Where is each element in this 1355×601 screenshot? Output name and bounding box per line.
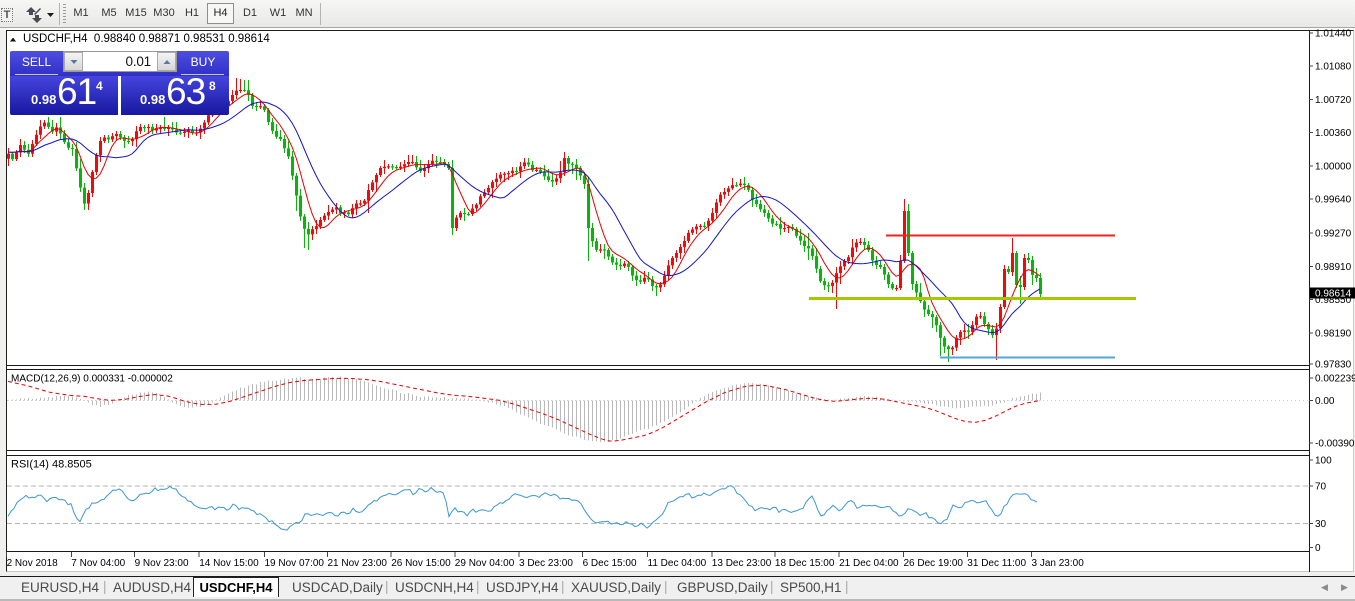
svg-text:1.00000: 1.00000 [1315,161,1352,172]
svg-text:0.97830: 0.97830 [1315,360,1352,371]
svg-text:13 Dec 23:00: 13 Dec 23:00 [712,558,772,569]
svg-text:26 Dec 19:00: 26 Dec 19:00 [904,558,964,569]
svg-text:26 Nov 15:00: 26 Nov 15:00 [391,558,451,569]
svg-text:3 Jan 23:00: 3 Jan 23:00 [1032,558,1085,569]
svg-text:100: 100 [1315,456,1332,467]
svg-text:9 Nov 23:00: 9 Nov 23:00 [135,558,189,569]
svg-text:0.98614: 0.98614 [1315,289,1352,300]
svg-text:3 Dec 23:00: 3 Dec 23:00 [519,558,573,569]
svg-text:30: 30 [1315,519,1327,530]
svg-text:1.00720: 1.00720 [1315,95,1352,106]
svg-text:1.00360: 1.00360 [1315,128,1352,139]
svg-text:0: 0 [1315,543,1321,554]
svg-text:0.99270: 0.99270 [1315,229,1352,240]
svg-text:7 Nov 04:00: 7 Nov 04:00 [71,558,125,569]
svg-text:19 Nov 07:00: 19 Nov 07:00 [265,558,325,569]
svg-text:0.00: 0.00 [1315,396,1335,407]
svg-text:RSI(14) 48.8505: RSI(14) 48.8505 [11,459,92,471]
svg-text:MACD(12,26,9) 0.000331 -0.0000: MACD(12,26,9) 0.000331 -0.000002 [11,374,173,385]
svg-text:0.002239: 0.002239 [1315,374,1355,385]
svg-text:29 Nov 04:00: 29 Nov 04:00 [455,558,515,569]
svg-text:0.98910: 0.98910 [1315,262,1352,273]
svg-text:21 Nov 23:00: 21 Nov 23:00 [328,558,388,569]
svg-text:31 Dec 11:00: 31 Dec 11:00 [967,558,1026,569]
svg-text:70: 70 [1315,482,1327,493]
svg-text:0.98550: 0.98550 [1315,295,1352,306]
svg-text:USDCHF,H4 0.98840 0.98871 0.9: USDCHF,H4 0.98840 0.98871 0.98531 0.9861… [23,33,270,45]
svg-text:14 Nov 15:00: 14 Nov 15:00 [199,558,259,569]
svg-text:0.98190: 0.98190 [1315,328,1352,339]
svg-text:11 Dec 04:00: 11 Dec 04:00 [648,558,707,569]
svg-text:18 Dec 15:00: 18 Dec 15:00 [775,558,835,569]
svg-text:1.01080: 1.01080 [1315,62,1352,73]
svg-text:1.01440: 1.01440 [1315,29,1352,40]
svg-text:6 Dec 15:00: 6 Dec 15:00 [583,558,637,569]
svg-text:2 Nov 2018: 2 Nov 2018 [7,558,59,569]
svg-text:0.99640: 0.99640 [1315,195,1352,206]
svg-text:21 Dec 04:00: 21 Dec 04:00 [839,558,899,569]
